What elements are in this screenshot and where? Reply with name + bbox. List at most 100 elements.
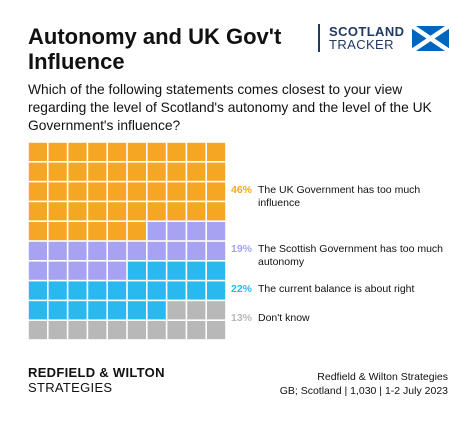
waffle-cell-dont-know: [167, 301, 186, 320]
waffle-cell-dont-know: [88, 321, 107, 340]
waffle-chart: [28, 142, 226, 340]
waffle-cell-dont-know: [207, 301, 226, 320]
waffle-cell-uk-government-too-much-influence: [207, 202, 226, 221]
waffle-cell-uk-government-too-much-influence: [147, 182, 166, 201]
waffle-cell-scottish-government-too-much-autonomy: [147, 241, 166, 260]
legend-percent-dont-know: 13%: [230, 312, 252, 325]
waffle-cell-uk-government-too-much-influence: [88, 202, 107, 221]
waffle-cell-current-balance-about-right: [127, 261, 146, 280]
waffle-cell-uk-government-too-much-influence: [127, 182, 146, 201]
waffle-cell-dont-know: [207, 321, 226, 340]
waffle-cell-uk-government-too-much-influence: [108, 222, 127, 241]
waffle-cell-uk-government-too-much-influence: [147, 142, 166, 161]
waffle-cell-uk-government-too-much-influence: [127, 222, 146, 241]
waffle-cell-uk-government-too-much-influence: [88, 142, 107, 161]
waffle-cell-dont-know: [48, 321, 67, 340]
waffle-cell-dont-know: [187, 321, 206, 340]
waffle-cell-current-balance-about-right: [48, 281, 67, 300]
waffle-cell-uk-government-too-much-influence: [147, 162, 166, 181]
waffle-cell-current-balance-about-right: [207, 261, 226, 280]
waffle-cell-current-balance-about-right: [68, 301, 87, 320]
waffle-cell-scottish-government-too-much-autonomy: [167, 241, 186, 260]
waffle-cell-scottish-government-too-much-autonomy: [68, 261, 87, 280]
waffle-cell-current-balance-about-right: [108, 281, 127, 300]
waffle-cell-uk-government-too-much-influence: [28, 222, 47, 241]
waffle-cell-dont-know: [28, 321, 47, 340]
waffle-cell-uk-government-too-much-influence: [48, 142, 67, 161]
waffle-cell-current-balance-about-right: [167, 261, 186, 280]
waffle-cell-dont-know: [167, 321, 186, 340]
waffle-cell-scottish-government-too-much-autonomy: [207, 241, 226, 260]
waffle-cell-current-balance-about-right: [167, 281, 186, 300]
waffle-cell-current-balance-about-right: [28, 281, 47, 300]
waffle-cell-uk-government-too-much-influence: [48, 182, 67, 201]
logo-line-1: SCOTLAND: [329, 24, 405, 39]
waffle-cell-dont-know: [127, 321, 146, 340]
waffle-cell-uk-government-too-much-influence: [127, 202, 146, 221]
waffle-cell-uk-government-too-much-influence: [207, 142, 226, 161]
waffle-cell-uk-government-too-much-influence: [68, 202, 87, 221]
waffle-cell-uk-government-too-much-influence: [127, 162, 146, 181]
waffle-cell-current-balance-about-right: [147, 301, 166, 320]
logo-line-2: TRACKER: [329, 37, 394, 52]
waffle-cell-scottish-government-too-much-autonomy: [127, 241, 146, 260]
waffle-cell-current-balance-about-right: [127, 281, 146, 300]
waffle-cell-scottish-government-too-much-autonomy: [187, 222, 206, 241]
waffle-cell-uk-government-too-much-influence: [88, 162, 107, 181]
waffle-cell-uk-government-too-much-influence: [88, 182, 107, 201]
logo-divider: [318, 24, 320, 52]
waffle-cell-current-balance-about-right: [28, 301, 47, 320]
legend-percent-current-balance-about-right: 22%: [230, 282, 252, 295]
waffle-cell-scottish-government-too-much-autonomy: [187, 241, 206, 260]
waffle-cell-uk-government-too-much-influence: [28, 162, 47, 181]
source-line-1: Redfield & Wilton Strategies: [317, 371, 448, 383]
waffle-cell-uk-government-too-much-influence: [108, 182, 127, 201]
waffle-cell-uk-government-too-much-influence: [68, 182, 87, 201]
waffle-cell-current-balance-about-right: [147, 261, 166, 280]
scotland-flag-icon: [412, 25, 450, 51]
waffle-cell-dont-know: [68, 321, 87, 340]
waffle-cell-scottish-government-too-much-autonomy: [88, 261, 107, 280]
waffle-cell-uk-government-too-much-influence: [108, 162, 127, 181]
waffle-cell-scottish-government-too-much-autonomy: [28, 241, 47, 260]
survey-question: Which of the following statements comes …: [28, 82, 432, 133]
waffle-cell-current-balance-about-right: [147, 281, 166, 300]
waffle-cell-current-balance-about-right: [207, 281, 226, 300]
waffle-cell-scottish-government-too-much-autonomy: [167, 222, 186, 241]
legend-label-scottish-government-too-much-autonomy: The Scottish Government has too much aut…: [258, 242, 444, 268]
waffle-cell-uk-government-too-much-influence: [187, 182, 206, 201]
waffle-cell-uk-government-too-much-influence: [167, 162, 186, 181]
source-line-2: GB; Scotland | 1,030 | 1-2 July 2023: [279, 385, 448, 397]
waffle-cell-scottish-government-too-much-autonomy: [28, 261, 47, 280]
waffle-cell-scottish-government-too-much-autonomy: [108, 241, 127, 260]
waffle-cell-scottish-government-too-much-autonomy: [88, 241, 107, 260]
waffle-cell-current-balance-about-right: [88, 281, 107, 300]
legend-label-current-balance-about-right: The current balance is about right: [258, 282, 415, 295]
logo-text: SCOTLAND TRACKER: [329, 25, 404, 51]
waffle-cell-uk-government-too-much-influence: [28, 202, 47, 221]
waffle-cell-uk-government-too-much-influence: [147, 202, 166, 221]
waffle-cell-scottish-government-too-much-autonomy: [207, 222, 226, 241]
waffle-cell-current-balance-about-right: [127, 301, 146, 320]
waffle-cell-uk-government-too-much-influence: [68, 162, 87, 181]
legend-percent-scottish-government-too-much-autonomy: 19%: [230, 242, 252, 255]
org-name-line-1: REDFIELD & WILTON: [28, 365, 165, 380]
waffle-cell-dont-know: [187, 301, 206, 320]
waffle-cell-uk-government-too-much-influence: [167, 142, 186, 161]
waffle-cell-uk-government-too-much-influence: [48, 162, 67, 181]
org-name-line-2: STRATEGIES: [28, 380, 113, 395]
waffle-cell-uk-government-too-much-influence: [187, 202, 206, 221]
waffle-cell-uk-government-too-much-influence: [127, 142, 146, 161]
waffle-cell-uk-government-too-much-influence: [48, 222, 67, 241]
waffle-cell-current-balance-about-right: [187, 261, 206, 280]
waffle-cell-uk-government-too-much-influence: [187, 142, 206, 161]
legend-label-uk-government-too-much-influence: The UK Government has too much influence: [258, 183, 421, 209]
waffle-cell-scottish-government-too-much-autonomy: [68, 241, 87, 260]
source-note: Redfield & Wilton Strategies GB; Scotlan…: [280, 370, 448, 398]
scotland-tracker-logo: SCOTLAND TRACKER: [318, 23, 450, 53]
waffle-cell-uk-government-too-much-influence: [108, 202, 127, 221]
waffle-cell-uk-government-too-much-influence: [48, 202, 67, 221]
chart-title: Autonomy and UK Gov't Influence: [28, 24, 282, 74]
waffle-cell-uk-government-too-much-influence: [207, 162, 226, 181]
waffle-cell-current-balance-about-right: [187, 281, 206, 300]
